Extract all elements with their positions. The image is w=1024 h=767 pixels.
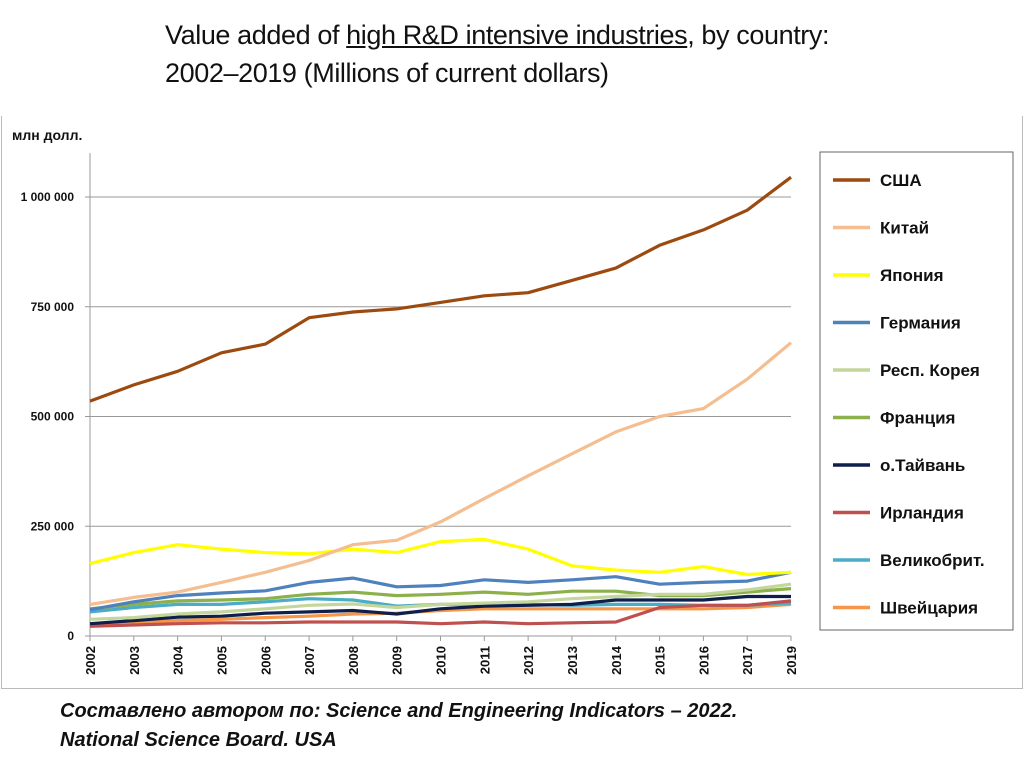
x-tick-label: 2007 [302,646,317,675]
legend-label: Германия [880,314,961,333]
source-note: Составлено автором по: Science and Engin… [60,697,737,755]
x-tick-label: 2011 [477,646,492,674]
x-tick-label: 2006 [258,646,273,675]
x-tick-label: 2015 [653,646,668,675]
x-tick-label: 2019 [784,646,799,675]
series-line-о.Тайвань [89,594,791,626]
series-line-Респ. Корея [89,582,792,621]
series-line-США [89,175,792,403]
series-line-Швейцария [89,602,792,627]
source-line-1: Составлено автором по: Science and Engin… [60,700,738,722]
title-post: , by country: [687,20,830,50]
series-line-Ирландия [89,599,792,628]
x-tick-label: 2004 [171,645,186,675]
y-axis-label: млн долл. [12,127,82,143]
y-tick-label: 250 000 [31,519,75,533]
legend-label: Франция [880,409,955,428]
x-tick-label: 2010 [434,646,449,675]
y-tick-label: 1 000 000 [21,190,75,204]
x-tick-label: 2008 [346,646,361,675]
title-underlined: high R&D intensive industries [346,20,688,50]
series-line-Германия [89,570,792,612]
legend-label: Ирландия [880,504,964,523]
y-tick-label: 0 [67,629,74,643]
x-tick-label: 2017 [740,646,755,675]
legend-label: Япония [880,266,944,285]
series-line-Япония [89,537,792,577]
x-tick-label: 2014 [609,645,624,675]
x-tick-label: 2016 [696,646,711,675]
legend-label: Великобрит. [880,551,985,570]
slide-title: Value added of high R&D intensive indust… [165,16,1005,92]
legend-label: Китай [880,219,929,238]
y-tick-label: 750 000 [31,300,75,314]
legend-box [819,151,1014,631]
legend-label: о.Тайвань [880,456,965,475]
title-pre: Value added of [165,20,347,50]
legend-label: Респ. Корея [880,361,980,380]
series-line-Китай [89,341,793,606]
x-tick-label: 2012 [521,646,536,675]
legend-label: Швейцария [880,599,978,618]
x-tick-label: 2009 [390,646,405,675]
chart-frame [1,116,1023,689]
legend-label: США [880,171,922,190]
source-line-2: National Science Board. USA [60,729,337,751]
x-tick-label: 2005 [214,646,229,675]
title-line2: 2002–2019 (Millions of current dollars) [165,58,609,88]
y-tick-label: 500 000 [31,410,75,424]
x-tick-label: 2002 [83,646,98,675]
x-tick-label: 2013 [565,646,580,675]
x-tick-label: 2003 [127,646,142,675]
